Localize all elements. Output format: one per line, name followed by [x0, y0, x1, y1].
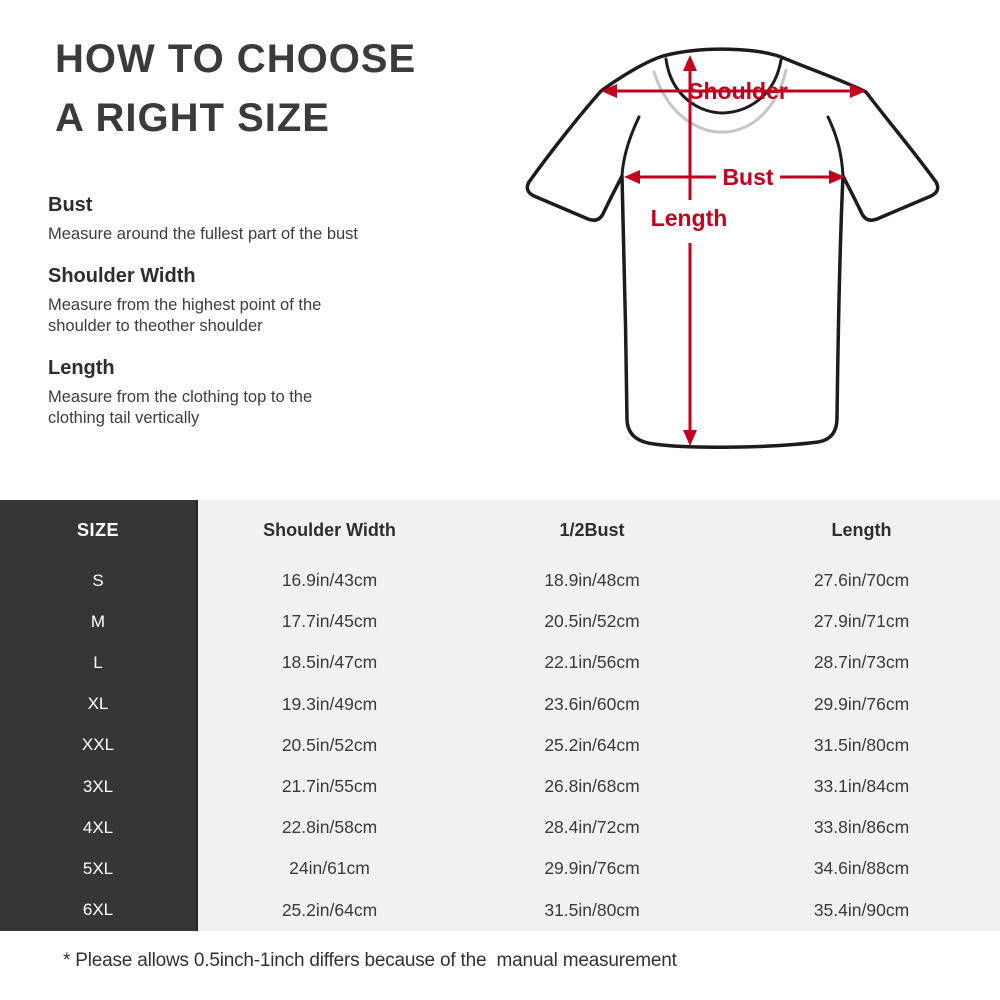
instruction-bust: Bust Measure around the fullest part of …: [48, 194, 458, 245]
length-arrow: [683, 55, 697, 446]
size-label: 5XL: [0, 848, 198, 890]
measurement-cell: 34.6in/88cm: [723, 848, 1000, 890]
shoulder-width-column-header: Shoulder Width: [197, 500, 461, 560]
size-table-body: S 16.9in/43cm 18.9in/48cm 27.6in/70cm M 17.7i…: [0, 560, 1000, 931]
measurement-cell: 20.5in/52cm: [197, 724, 461, 766]
table-row: S 16.9in/43cm 18.9in/48cm 27.6in/70cm: [0, 560, 1000, 602]
collar-inner: [664, 57, 783, 115]
measurement-cell: 16.9in/43cm: [197, 560, 461, 602]
size-label: M: [0, 601, 198, 643]
measurement-cell: 25.2in/64cm: [197, 889, 461, 931]
measurement-cell: 20.5in/52cm: [461, 601, 723, 643]
measurement-cell: 25.2in/64cm: [461, 724, 723, 766]
measurement-cell: 26.8in/68cm: [461, 765, 723, 808]
size-label: XL: [0, 683, 198, 725]
size-table-header-row: SIZE Shoulder Width 1/2Bust Length: [0, 500, 1000, 560]
measurement-cell: 23.6in/60cm: [461, 683, 723, 725]
measurement-cell: 27.6in/70cm: [723, 560, 1000, 602]
shoulder-arrow: [601, 84, 866, 98]
collar-shadow: [652, 68, 788, 134]
measurement-cell: 22.8in/58cm: [197, 807, 461, 849]
measurement-cell: 31.5in/80cm: [723, 724, 1000, 766]
measurement-arrows: [601, 55, 866, 446]
instruction-length: Length Measure from the clothing top to …: [48, 357, 458, 429]
measurement-cell: 18.5in/47cm: [197, 642, 461, 684]
bust-label: Bust: [722, 164, 773, 190]
size-label: 6XL: [0, 889, 198, 931]
table-row: 6XL 25.2in/64cm 31.5in/80cm 35.4in/90cm: [0, 889, 1000, 931]
measurement-cell: 22.1in/56cm: [461, 642, 723, 684]
half-bust-column-header: 1/2Bust: [461, 500, 723, 560]
page-title-line1: HOW TO CHOOSE: [55, 37, 417, 81]
bust-arrow: [624, 170, 845, 184]
measurement-cell: 19.3in/49cm: [197, 683, 461, 725]
length-column-header: Length: [723, 500, 1000, 560]
measurement-cell: 29.9in/76cm: [461, 848, 723, 890]
size-label: S: [0, 560, 198, 602]
measurement-cell: 33.8in/86cm: [723, 807, 1000, 849]
table-row: L 18.5in/47cm 22.1in/56cm 28.7in/73cm: [0, 642, 1000, 684]
tshirt-measurement-diagram: Shoulder Bust Length: [525, 47, 940, 449]
instruction-bust-description: Measure around the fullest part of the b…: [48, 225, 359, 243]
measurement-cell: 28.4in/72cm: [461, 807, 723, 849]
right-armhole-seam: [826, 115, 845, 178]
measurement-cell: 27.9in/71cm: [723, 601, 1000, 643]
length-label: Length: [651, 205, 728, 231]
page-title: HOW TO CHOOSE A RIGHT SIZE: [55, 30, 416, 148]
measurement-instructions: Bust Measure around the fullest part of …: [48, 194, 458, 449]
table-row: 5XL 24in/61cm 29.9in/76cm 34.6in/88cm: [0, 848, 1000, 890]
measurement-cell: 18.9in/48cm: [461, 560, 723, 602]
left-armhole-seam: [620, 115, 641, 178]
measurement-cell: 24in/61cm: [197, 848, 461, 890]
instruction-length-heading: Length: [48, 357, 115, 379]
table-row: 4XL 22.8in/58cm 28.4in/72cm 33.8in/86cm: [0, 807, 1000, 849]
size-label: 3XL: [0, 765, 198, 808]
measurement-cell: 17.7in/45cm: [197, 601, 461, 643]
size-label: L: [0, 642, 198, 684]
size-label: XXL: [0, 724, 198, 766]
measurement-cell: 31.5in/80cm: [461, 889, 723, 931]
instruction-shoulder-width-description: Measure from the highest point of the sh…: [48, 296, 322, 335]
measurement-cell: 21.7in/55cm: [197, 765, 461, 808]
measurement-cell: 28.7in/73cm: [723, 642, 1000, 684]
table-row: M 17.7in/45cm 20.5in/52cm 27.9in/71cm: [0, 601, 1000, 643]
measurement-cell: 35.4in/90cm: [723, 889, 1000, 931]
shoulder-label: Shoulder: [688, 78, 788, 104]
table-row: XXL 20.5in/52cm 25.2in/64cm 31.5in/80cm: [0, 724, 1000, 766]
page-title-line2: A RIGHT SIZE: [55, 96, 330, 140]
instruction-length-description: Measure from the clothing top to the clo…: [48, 388, 313, 427]
table-row: 3XL 21.7in/55cm 26.8in/68cm 33.1in/84cm: [0, 765, 1000, 808]
instruction-shoulder-width-heading: Shoulder Width: [48, 265, 196, 287]
measurement-cell: 29.9in/76cm: [723, 683, 1000, 725]
size-column-header: SIZE: [0, 500, 198, 560]
size-label: 4XL: [0, 807, 198, 849]
size-table: SIZE Shoulder Width 1/2Bust Length S 16.9…: [0, 500, 1000, 931]
measurement-cell: 33.1in/84cm: [723, 765, 1000, 808]
instruction-bust-heading: Bust: [48, 194, 93, 216]
tshirt-outline: [525, 47, 940, 449]
table-row: XL 19.3in/49cm 23.6in/60cm 29.9in/76cm: [0, 683, 1000, 725]
instruction-shoulder-width: Shoulder Width Measure from the highest …: [48, 265, 458, 337]
measurement-disclaimer: * Please allows 0.5inch-1inch differs be…: [63, 950, 677, 971]
